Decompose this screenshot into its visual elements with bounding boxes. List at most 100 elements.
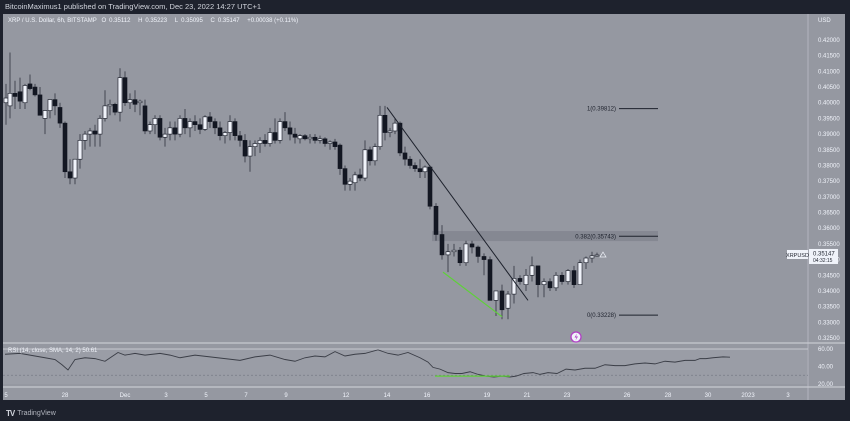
fib-level-0382-label: 0.382(0.35743)	[575, 234, 616, 240]
price-tick: 0.35500	[818, 242, 840, 248]
candle-body	[292, 133, 298, 138]
symbol-tag-text: XRPUSD	[786, 253, 809, 259]
time-tick: 5	[4, 393, 8, 399]
chart-frame[interactable]	[3, 14, 845, 400]
candle-body	[594, 254, 600, 257]
candle-body	[337, 144, 343, 169]
candle-body	[57, 107, 63, 124]
candle-body	[402, 152, 408, 160]
symbol-name[interactable]: XRP / U.S. Dollar, 6h, BITSTAMP	[8, 18, 97, 24]
time-tick: 23	[564, 393, 571, 399]
currency-label: USD	[818, 18, 831, 24]
last-price-tag	[809, 248, 838, 264]
candle-body	[127, 99, 133, 104]
price-tick: 0.37500	[818, 179, 840, 185]
candle-body	[77, 140, 83, 160]
time-tick: 12	[343, 393, 350, 399]
candle-body	[559, 274, 565, 282]
candle-body	[302, 135, 308, 140]
candle-body	[547, 281, 553, 289]
candle-body	[417, 168, 423, 173]
descending-trendline[interactable]	[386, 107, 529, 301]
candle-body	[137, 100, 143, 104]
price-tick: 0.33000	[818, 320, 840, 326]
candle-body	[277, 121, 283, 141]
candle-body	[197, 124, 203, 130]
time-tick: 30	[705, 393, 712, 399]
candle-body	[517, 278, 523, 282]
candle-body	[445, 251, 451, 256]
candle-body	[422, 166, 428, 173]
candle-body	[3, 97, 9, 104]
candle-body	[307, 136, 313, 140]
candle-body	[362, 149, 368, 179]
time-tick: 7	[244, 393, 248, 399]
ohlc-open: O 0.35112	[101, 18, 131, 24]
candle-body	[511, 278, 517, 295]
candle-body	[217, 127, 223, 136]
candle-body	[62, 122, 68, 173]
candle-body	[227, 121, 233, 133]
candle-body	[541, 281, 547, 285]
candle-body	[577, 262, 583, 285]
price-tick: 0.32500	[818, 336, 840, 342]
price-tick: 0.38000	[818, 163, 840, 169]
price-tick: 0.34500	[818, 273, 840, 279]
fib-level-1-label: 1(0.39812)	[587, 107, 616, 113]
candle-body	[367, 149, 373, 162]
lightning-glyph-icon	[574, 333, 578, 341]
fib-0382-zone[interactable]	[432, 231, 658, 242]
price-tick: 0.42000	[818, 38, 840, 44]
publisher-caption: BitcoinMaximus1 published on TradingView…	[5, 2, 262, 11]
candle-body	[475, 246, 481, 257]
price-tick: 0.34000	[818, 289, 840, 295]
candle-body	[117, 77, 123, 113]
candle-body	[327, 141, 333, 144]
price-tick: 0.36500	[818, 211, 840, 217]
time-tick: 28	[62, 393, 69, 399]
candle-body	[523, 274, 529, 285]
candle-body	[451, 249, 457, 253]
candle-body	[187, 121, 193, 129]
candle-body	[92, 130, 98, 135]
candle-body	[157, 118, 163, 138]
candle-body	[392, 122, 398, 132]
candle-body	[72, 158, 78, 179]
candle-body	[212, 121, 218, 129]
candle-body	[433, 205, 439, 235]
candle-body	[247, 146, 253, 157]
candle-body	[493, 290, 499, 301]
rsi-legend[interactable]: RSI (14, close, SMA, 14, 2) 50.61	[8, 348, 98, 354]
candle-body	[262, 140, 268, 144]
footer-brand[interactable]: TV TradingView	[6, 409, 56, 418]
candle-body	[322, 138, 328, 144]
candle-body	[67, 171, 73, 179]
candle-body	[192, 121, 198, 125]
candle-body	[132, 99, 138, 105]
candle-body	[232, 121, 238, 136]
last-price: 0.35147	[813, 251, 835, 257]
candle-body	[352, 174, 358, 184]
ohlc-high: H 0.35223	[138, 18, 168, 24]
candle-body	[27, 83, 33, 89]
candle-body	[252, 143, 258, 147]
candle-body	[535, 265, 541, 285]
candle-body	[107, 104, 113, 107]
candle-body	[382, 114, 388, 133]
candle-body	[237, 135, 243, 141]
candle-body	[469, 243, 475, 248]
candle-body	[412, 165, 418, 169]
candle-body	[583, 257, 589, 264]
candle-body	[553, 274, 559, 289]
fib-level-0-label: 0(0.33228)	[587, 313, 616, 319]
green-support-line[interactable]	[442, 271, 503, 318]
price-tick: 0.33500	[818, 305, 840, 311]
candle-body	[162, 133, 168, 138]
candle-body	[589, 255, 595, 259]
price-tick: 0.41500	[818, 54, 840, 60]
ohlc-close: C 0.35147	[210, 18, 240, 24]
candle-body	[12, 93, 18, 97]
candle-body	[342, 168, 348, 185]
alert-triangle-icon[interactable]	[599, 251, 607, 258]
